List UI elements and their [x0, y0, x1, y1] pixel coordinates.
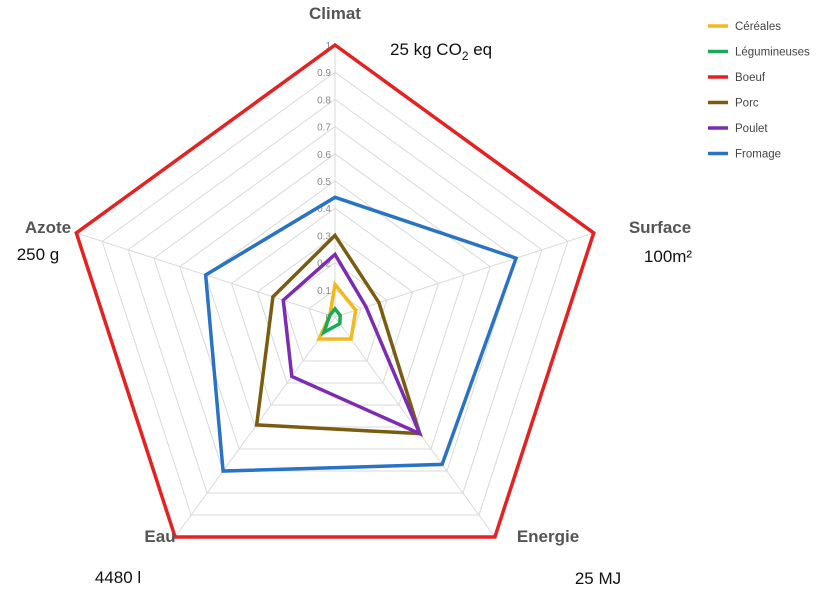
axis-name-energie: Energie — [517, 527, 579, 546]
series-line-porc — [254, 232, 423, 436]
series-line-fromage — [203, 195, 519, 473]
axis-reference-eau: 4480 l — [95, 568, 141, 587]
axis-spoke — [174, 316, 336, 538]
tick-label: 0.4 — [317, 204, 331, 215]
axis-spoke — [334, 232, 594, 318]
axis-name-climat: Climat — [309, 4, 361, 23]
grid-ring — [256, 234, 414, 384]
tick-label: 0.5 — [317, 177, 331, 188]
series-line-boeuf — [74, 42, 596, 539]
axis-name-surface: Surface — [629, 218, 691, 237]
grid-ring — [179, 153, 491, 450]
series-line-poulet — [281, 251, 424, 438]
tick-label: 0.9 — [317, 68, 331, 79]
tick-label: 0.6 — [317, 150, 331, 161]
legend-label: Poulet — [735, 123, 768, 135]
tick-label: 0.7 — [317, 123, 331, 134]
tick-label: 1 — [325, 41, 331, 52]
series-line-légumineuses — [320, 306, 342, 337]
legend-label: Boeuf — [735, 72, 766, 84]
grid-ring — [101, 71, 569, 516]
axis-reference-azote: 250 g — [17, 245, 60, 264]
legend-label: Céréales — [735, 21, 781, 33]
axis-reference-surface: 100m² — [644, 247, 693, 266]
legend-label: Légumineuses — [735, 47, 810, 59]
radar-axis-labels: Climat 25 kg CO2 eq Surface 100m² Energie 25 … — [17, 4, 693, 588]
axis-reference-climat: 25 kg CO2 eq — [390, 40, 492, 63]
radar-grid — [101, 71, 569, 516]
grid-ring — [153, 125, 517, 472]
grid-ring — [127, 98, 543, 494]
axis-spoke — [334, 316, 496, 538]
grid-ring — [205, 180, 465, 428]
tick-label: 0.3 — [317, 231, 331, 242]
tick-label: 0.8 — [317, 95, 331, 106]
legend-label: Fromage — [735, 149, 781, 161]
axis-name-eau: Eau — [144, 527, 175, 546]
axis-reference-energie: 25 MJ — [575, 569, 621, 588]
grid-ring — [230, 207, 440, 406]
legend-label: Porc — [735, 98, 759, 110]
legend: Céréales Légumineuses Boeuf Porc Poulet Froma… — [708, 21, 810, 161]
tick-label: 0.1 — [317, 286, 331, 297]
axis-name-azote: Azote — [25, 218, 71, 237]
radar-series-group — [74, 42, 596, 539]
series-line-céréales — [316, 280, 358, 341]
